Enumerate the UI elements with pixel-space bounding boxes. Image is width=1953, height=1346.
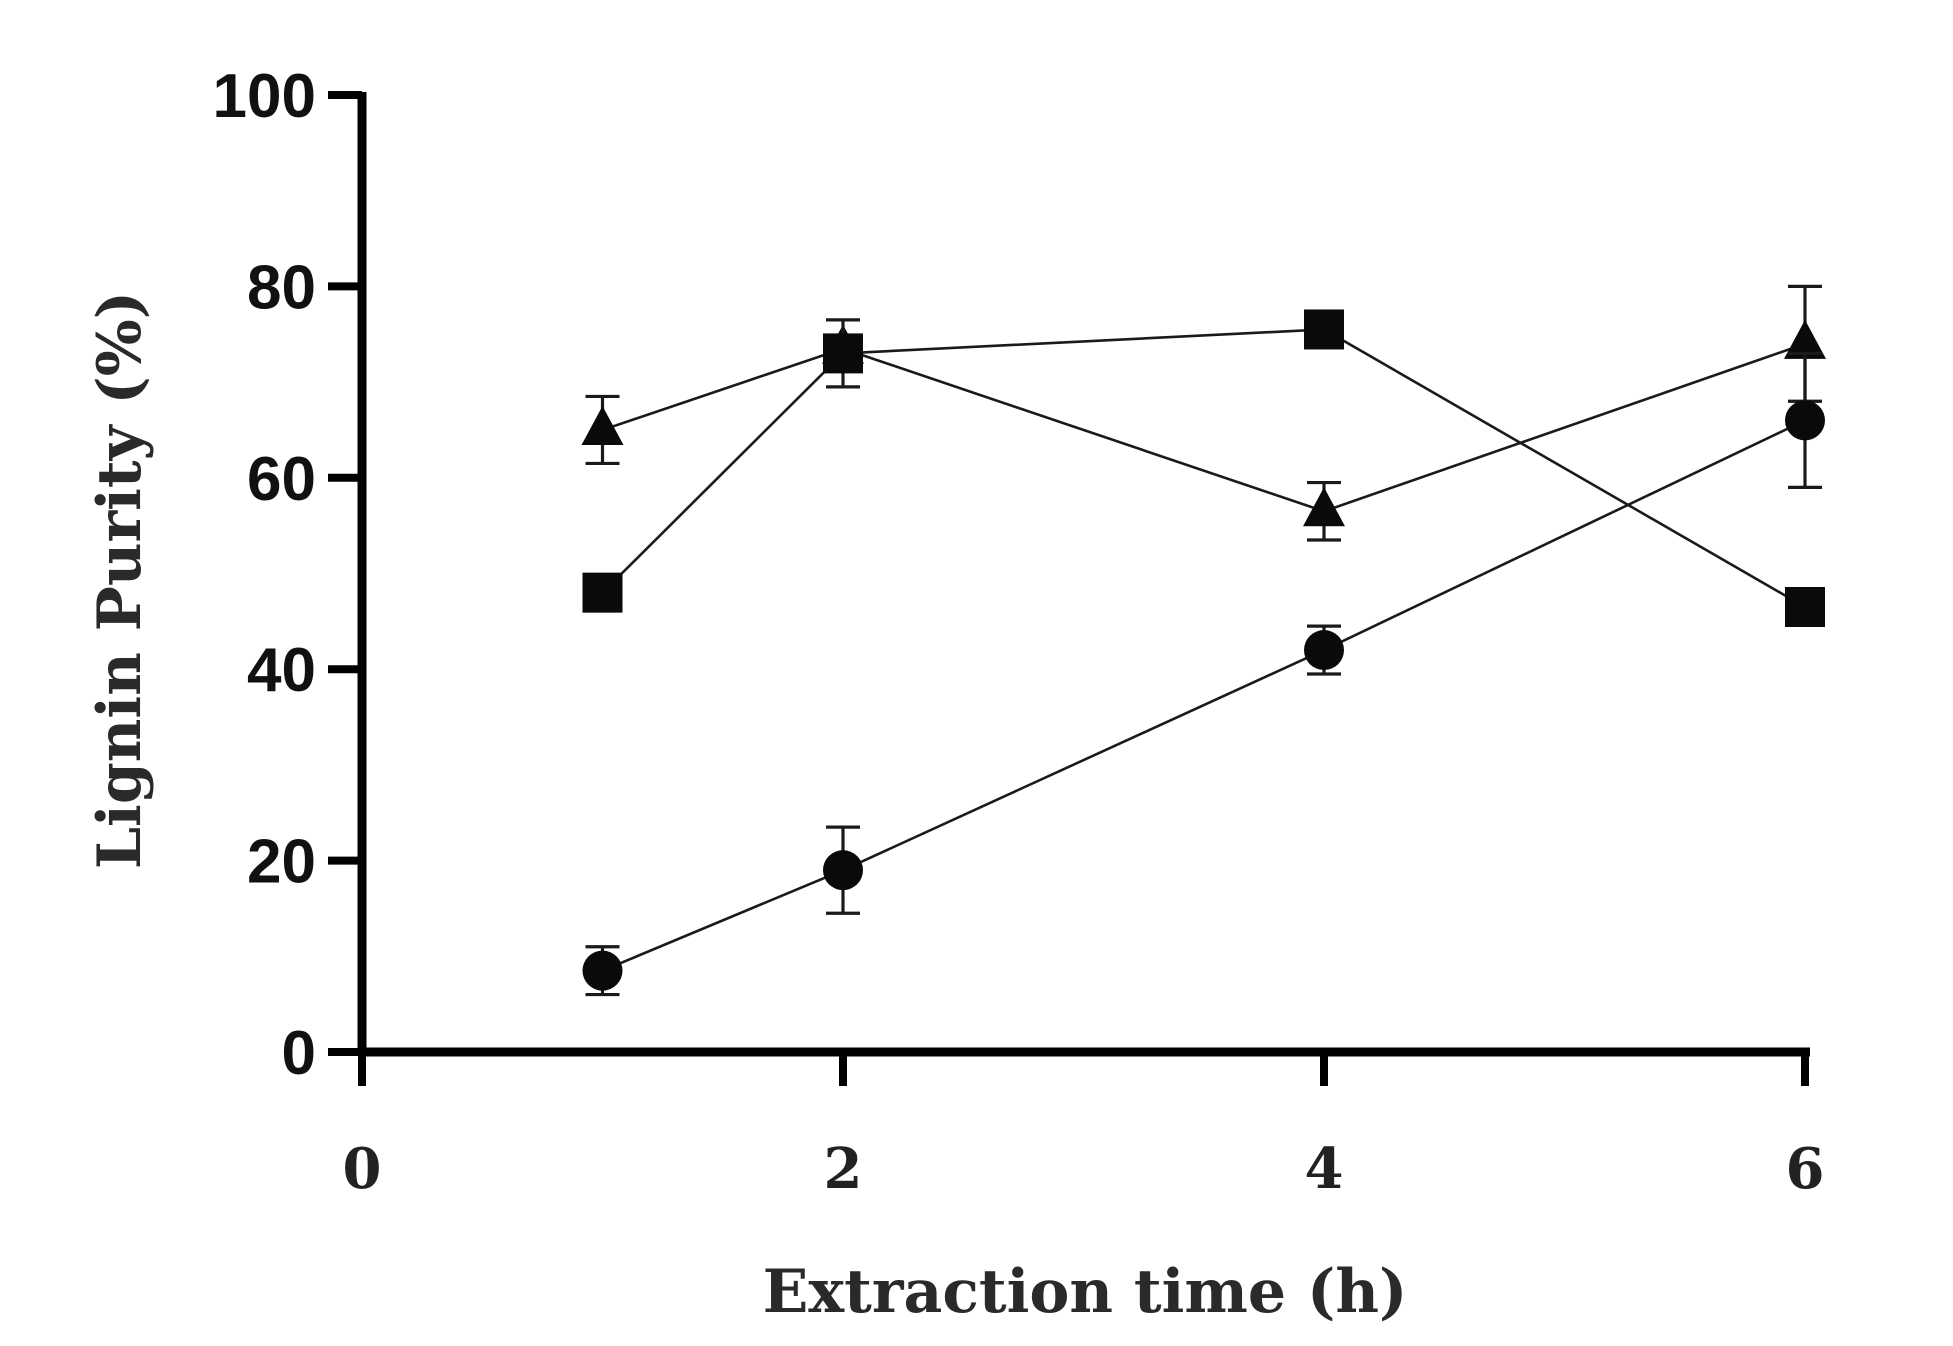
y-tick-label: 40 xyxy=(247,636,316,705)
data-point-square xyxy=(823,333,863,374)
data-point-circle xyxy=(1304,630,1344,671)
data-point-triangle xyxy=(581,405,624,445)
x-tick-label: 0 xyxy=(343,1136,382,1202)
ticks: 0 20 40 60 80 100 0 2 4 6 xyxy=(213,62,1825,1202)
series xyxy=(581,284,1826,997)
data-point-circle xyxy=(1785,400,1825,441)
y-tick-label: 80 xyxy=(247,253,316,322)
data-point-square xyxy=(1304,309,1344,350)
axes xyxy=(357,92,1810,1057)
y-tick-label: 100 xyxy=(213,62,316,131)
data-point-square xyxy=(1785,586,1825,627)
x-tick-label: 4 xyxy=(1305,1136,1344,1202)
y-tick-label: 20 xyxy=(247,828,316,897)
y-axis-title: Lignin Purity (%) xyxy=(85,291,155,869)
series-line-square xyxy=(601,328,1806,609)
x-tick-label: 6 xyxy=(1786,1136,1825,1202)
data-point-triangle xyxy=(1303,487,1345,527)
data-point-triangle xyxy=(1784,319,1826,359)
x-tick-label: 2 xyxy=(824,1136,863,1202)
series-square xyxy=(582,309,1825,627)
series-circle xyxy=(582,351,1825,997)
y-tick-label: 0 xyxy=(282,1019,316,1088)
series-line-triangle xyxy=(602,342,1806,513)
data-point-circle xyxy=(582,950,623,991)
series-triangle xyxy=(581,284,1826,542)
x-axis-title: Extraction time (h) xyxy=(763,1257,1408,1327)
data-point-square xyxy=(582,572,623,613)
y-tick-label: 60 xyxy=(247,445,316,514)
series-line-circle xyxy=(601,419,1806,972)
data-point-circle xyxy=(823,850,863,891)
